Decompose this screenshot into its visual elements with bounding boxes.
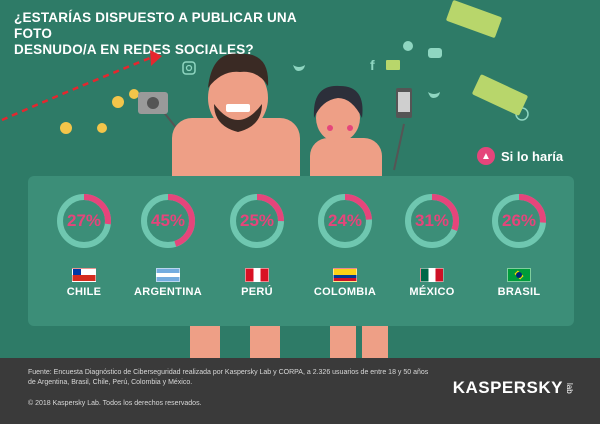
- mexico-flag-icon: [420, 268, 444, 282]
- brazil-flag-icon: [507, 268, 531, 282]
- money-bill-icon: [446, 0, 502, 38]
- thumbs-up-icon: ▲: [477, 147, 495, 165]
- page-title: ¿ESTARÍAS DISPUESTO A PUBLICAR UNA FOTO …: [14, 10, 314, 58]
- logo-word: KASPERSKY: [452, 378, 563, 397]
- country-name: BRASIL: [497, 286, 541, 298]
- country-chile: 27% CHILE: [39, 192, 129, 298]
- twitter-icon-2: [428, 92, 440, 98]
- facebook-icon: f: [370, 57, 375, 73]
- coin-icon-4: [97, 123, 107, 133]
- percent-label: 26%: [501, 211, 537, 230]
- logo-suffix: lab: [565, 382, 574, 394]
- donut-chart: 26%: [490, 192, 548, 250]
- argentina-flag-icon: [156, 268, 180, 282]
- donut-arc: [57, 194, 111, 248]
- country-argentina: 45% ARGENTINA: [123, 192, 213, 298]
- donut-chart: 31%: [403, 192, 461, 250]
- donut-arc: [405, 194, 459, 248]
- legend: ▲ Si lo haría: [477, 147, 563, 165]
- country-name: COLOMBIA: [313, 286, 377, 298]
- source-line-2: de Argentina, Brasil, Chile, Perú, Colom…: [28, 379, 193, 386]
- coin-icon-2: [129, 89, 139, 99]
- donut-chart: 25%: [228, 192, 286, 250]
- woman-hair: [313, 85, 363, 118]
- source-line-1: Fuente: Encuesta Diagnóstico de Ciberseg…: [28, 369, 429, 376]
- country-name: PERÚ: [241, 286, 273, 298]
- donut-arc: [141, 194, 195, 248]
- chile-flag-icon: [72, 268, 96, 282]
- coin-icon: [112, 96, 124, 108]
- camera-icon: [138, 92, 168, 114]
- country-name: MÉXICO: [409, 286, 455, 298]
- country-colombia: 24% COLOMBIA: [300, 192, 390, 298]
- dashed-arrow-icon: [1, 56, 151, 122]
- donut-chart: 45%: [139, 192, 197, 250]
- colombia-flag-icon: [333, 268, 357, 282]
- man-head: [208, 64, 268, 132]
- chat-icon: [403, 41, 413, 51]
- youtube-icon: [428, 48, 442, 58]
- woman-head: [316, 94, 360, 142]
- title-line-1: ¿ESTARÍAS DISPUESTO A PUBLICAR UNA FOTO: [14, 10, 297, 41]
- donut-arc: [492, 194, 546, 248]
- donut-chart: 24%: [316, 192, 374, 250]
- country-brasil: 26% BRASIL: [474, 192, 564, 298]
- twitter-icon: [293, 65, 305, 71]
- coin-icon-3: [60, 122, 72, 134]
- peru-flag-icon: [245, 268, 269, 282]
- footer: Fuente: Encuesta Diagnóstico de Ciberseg…: [0, 358, 600, 424]
- donut-arc: [230, 194, 284, 248]
- country-name: CHILE: [66, 286, 102, 298]
- legend-label: Si lo haría: [501, 148, 564, 164]
- man-beard: [214, 104, 262, 132]
- country-name: ARGENTINA: [133, 286, 203, 298]
- percent-label: 24%: [327, 211, 363, 230]
- country-peru: 25% PERÚ: [212, 192, 302, 298]
- money-bill-icon-2: [472, 74, 528, 116]
- percent-label: 27%: [66, 211, 102, 230]
- percent-label: 45%: [150, 211, 186, 230]
- percent-label: 25%: [239, 211, 275, 230]
- man-hair: [208, 53, 269, 88]
- donut-arc: [318, 194, 372, 248]
- country-mexico: 31% MÉXICO: [387, 192, 477, 298]
- money-bill-icon-3: [386, 60, 400, 70]
- whatsapp-icon: [515, 107, 529, 121]
- phone-icon: [396, 88, 412, 118]
- results-banner: [28, 176, 574, 326]
- title-line-2: DESNUDO/A EN REDES SOCIALES?: [14, 42, 254, 57]
- source-note: Fuente: Encuesta Diagnóstico de Ciberseg…: [28, 368, 448, 388]
- percent-label: 31%: [414, 211, 450, 230]
- donut-chart: 27%: [55, 192, 113, 250]
- kaspersky-logo: KASPERSKY lab: [453, 378, 574, 398]
- copyright: © 2018 Kaspersky Lab. Todos los derechos…: [28, 400, 202, 407]
- instagram-icon: [182, 61, 196, 75]
